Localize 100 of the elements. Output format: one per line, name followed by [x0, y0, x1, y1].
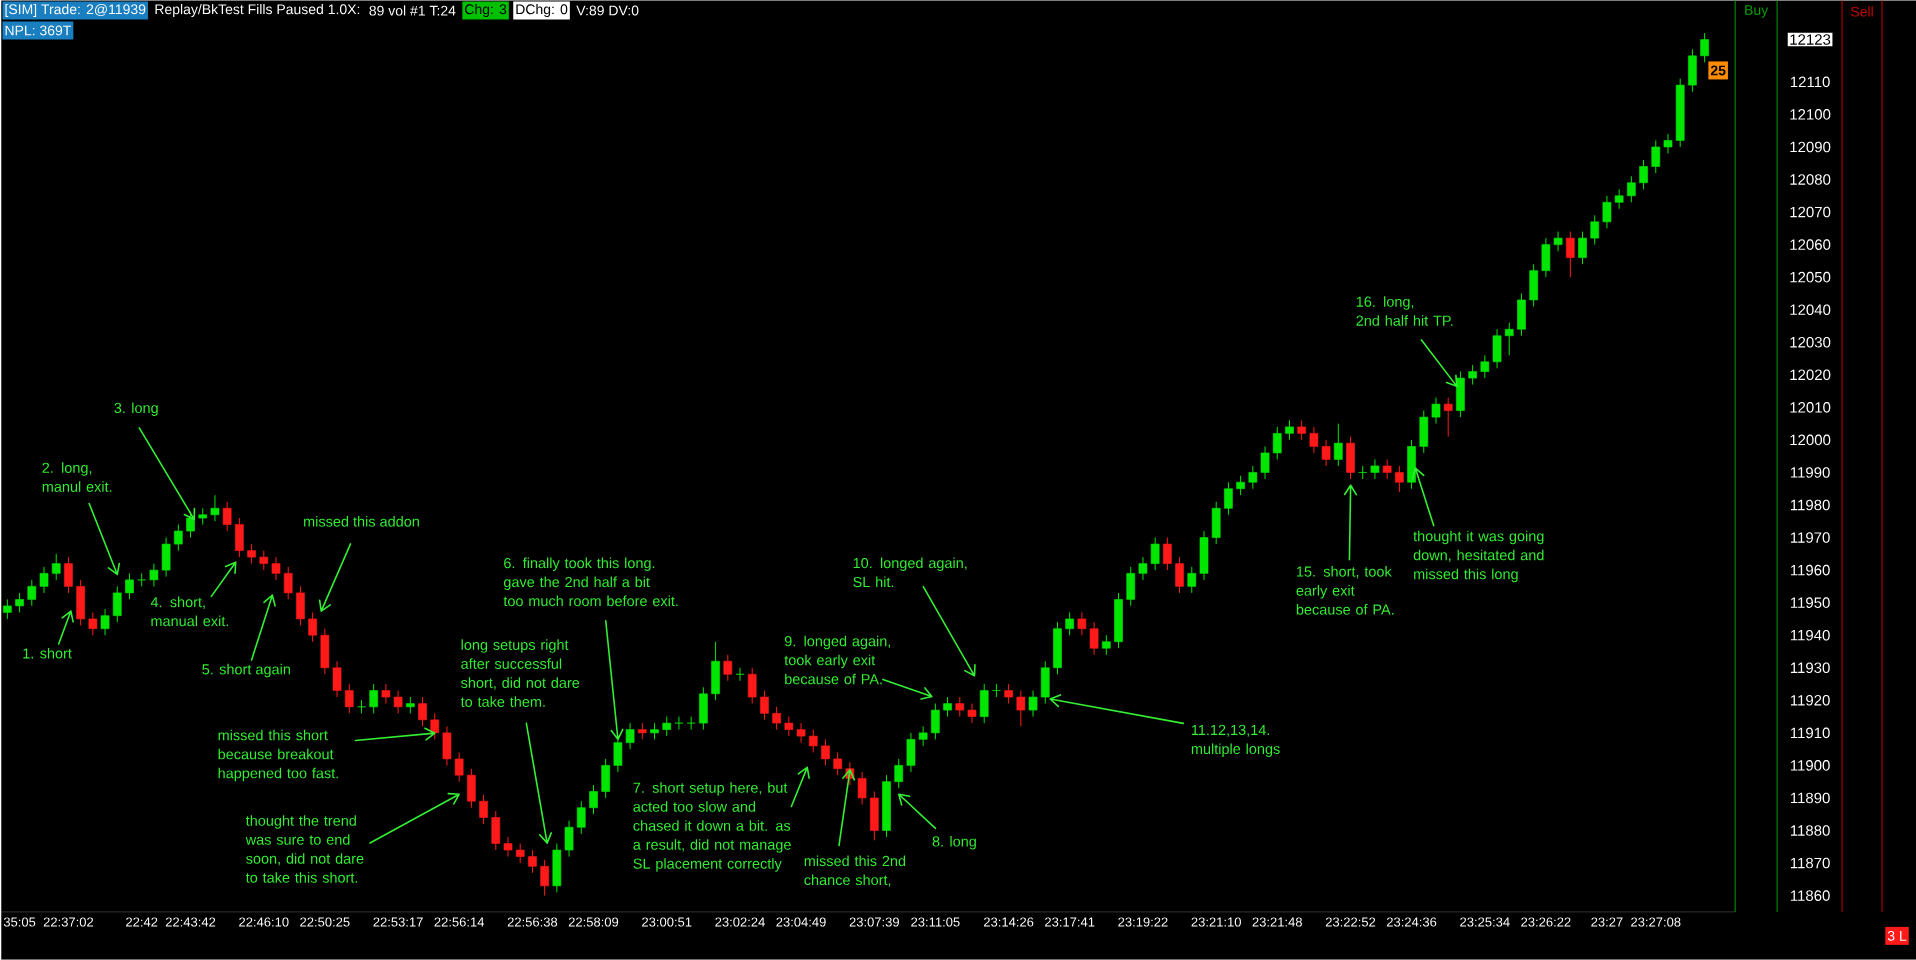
x-tick-label: 23:07:39	[849, 917, 899, 927]
x-tick-label: 22:58:09	[568, 917, 619, 927]
candlestick	[210, 494, 220, 522]
candlestick	[100, 608, 110, 636]
x-tick-label: 23:21:48	[1252, 917, 1302, 927]
candlestick	[1150, 537, 1160, 571]
candlestick	[259, 550, 269, 571]
annotation: thought the trend was sure to end soon, did not dare to take this short.	[245, 815, 364, 883]
x-tick-label: 23:11:05	[911, 917, 960, 927]
candlestick	[833, 751, 843, 776]
candlestick	[576, 800, 586, 835]
y-tick-label: 11940	[1790, 629, 1830, 641]
candlestick	[1077, 611, 1087, 636]
y-tick-label: 12040	[1790, 304, 1831, 316]
x-tick-label: 23:21:10	[1191, 917, 1241, 927]
candlestick	[760, 690, 769, 721]
annotation: missed this addon	[304, 516, 419, 527]
annotation: 5. short again	[202, 663, 290, 678]
annotation: [SIM] Trade: 2@11939	[5, 4, 146, 18]
x-tick-label: 22:46:10	[239, 917, 289, 927]
candlestick	[1236, 475, 1245, 496]
candlestick	[784, 716, 794, 737]
x-tick-label: 22:56:14	[434, 917, 485, 927]
candlestick	[51, 553, 61, 581]
y-tick-label: 11900	[1790, 760, 1830, 771]
candlestick	[894, 758, 904, 789]
candlestick	[1272, 426, 1282, 461]
candlestick	[112, 585, 122, 623]
x-tick-label: 22:50:25	[300, 917, 350, 927]
y-tick-label: 11910	[1790, 727, 1830, 739]
x-tick-label: 22:37:02	[43, 917, 94, 927]
candlestick	[1260, 445, 1270, 480]
candlestick	[1578, 231, 1587, 265]
annotation: 8. long	[932, 836, 976, 850]
candlestick	[540, 859, 549, 897]
y-tick-label: 11920	[1790, 695, 1830, 706]
x-tick-label: 23:26:22	[1521, 917, 1571, 927]
candlestick	[772, 706, 781, 731]
candlestick	[967, 703, 977, 724]
candlestick	[747, 667, 757, 705]
candlestick	[1333, 423, 1343, 467]
text: Sell	[1851, 6, 1873, 17]
candlestick	[308, 611, 317, 643]
candlestick	[64, 556, 73, 594]
candlestick	[247, 543, 256, 565]
y-tick-label: 12080	[1790, 174, 1831, 185]
candlestick	[1089, 621, 1099, 656]
annotation: thought it was going down, hesitated and missed this long	[1413, 530, 1544, 583]
annotation: 89 vol #1 T:24	[369, 5, 456, 16]
candlestick	[1700, 32, 1709, 63]
text: Buy	[1745, 5, 1769, 18]
candlestick	[1590, 214, 1600, 246]
candlestick	[1627, 175, 1636, 203]
candlestick	[1370, 459, 1380, 480]
candlestick	[1297, 419, 1306, 441]
candlestick	[1639, 159, 1648, 190]
y-tick-label: 11930	[1790, 662, 1830, 674]
y-tick-label: 11950	[1790, 597, 1830, 609]
y-tick-label: 12000	[1790, 434, 1831, 446]
candlestick	[39, 566, 49, 594]
x-tick-label: 23:27	[1591, 917, 1623, 927]
candlestick	[271, 556, 281, 581]
y-tick-label: 12090	[1790, 141, 1831, 153]
candlestick	[564, 820, 574, 858]
candlestick	[723, 654, 733, 682]
candlestick	[1395, 465, 1404, 493]
candlestick	[662, 716, 672, 737]
candlestick	[283, 566, 293, 600]
annotation: 16. long, 2nd half hit TP.	[1356, 296, 1453, 326]
candlestick	[1224, 481, 1233, 516]
y-tick-label: 11860	[1790, 890, 1830, 901]
y-tick-label: 11980	[1790, 499, 1830, 511]
x-tick-label: 23:27:08	[1631, 917, 1681, 927]
x-tick-label: 23:02:24	[715, 917, 765, 927]
candlestick	[1614, 188, 1624, 210]
candlestick	[1163, 537, 1172, 571]
y-tick-label: 12050	[1790, 271, 1831, 283]
y-tick-label: 11970	[1790, 532, 1830, 543]
candlestick	[1065, 611, 1075, 636]
candlestick	[418, 696, 427, 727]
candlestick	[1663, 133, 1673, 155]
candlestick	[454, 751, 464, 783]
text: 3 L	[1887, 930, 1907, 941]
annotation: V:89 DV:0	[576, 5, 639, 16]
y-tick-label: 11870	[1790, 857, 1830, 869]
candlestick	[515, 843, 525, 864]
candlestick	[222, 501, 232, 532]
candlestick	[625, 722, 635, 750]
x-tick-label: 23:17:41	[1045, 917, 1095, 927]
annotation: missed this 2nd chance short,	[804, 855, 906, 887]
x-tick-label: 23:14:26	[984, 917, 1034, 927]
candlestick	[1248, 465, 1258, 490]
candlestick	[88, 611, 98, 636]
annotation: 15. short, took early exit because of PA.	[1296, 566, 1394, 615]
x-tick-label: 23:00:51	[642, 917, 692, 927]
y-tick-label: 11880	[1790, 825, 1830, 836]
y-tick-label: 12060	[1790, 239, 1831, 250]
x-tick-label: 22:42	[126, 917, 158, 927]
candlestick	[1321, 439, 1331, 467]
candlestick	[393, 690, 403, 714]
